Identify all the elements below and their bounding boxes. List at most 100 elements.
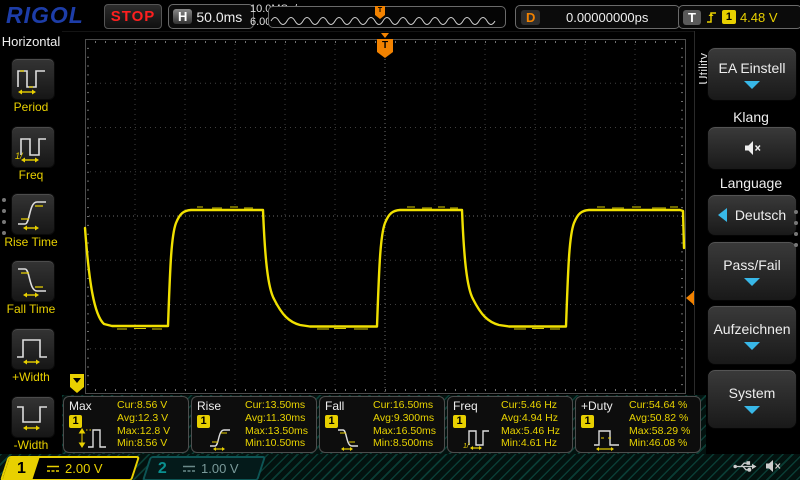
max-value: 12.8 V bbox=[139, 424, 171, 437]
min-label: Min: bbox=[629, 437, 649, 450]
fall-time-icon bbox=[18, 268, 46, 298]
freq-icon: 1/ bbox=[15, 138, 46, 163]
measure-label-neg-width: -Width bbox=[13, 438, 49, 452]
period-icon bbox=[17, 70, 45, 95]
speaker-muted-icon bbox=[744, 141, 761, 155]
measure-label-freq: Freq bbox=[18, 168, 44, 182]
measure-label-pos-width: +Width bbox=[12, 370, 50, 384]
max-measurement-icon bbox=[78, 428, 106, 448]
min-label: Min: bbox=[117, 437, 137, 450]
right-menu-scroll-indicator bbox=[794, 203, 798, 254]
trigger-source-badge: 1 bbox=[721, 10, 736, 24]
klang-label: Klang bbox=[733, 109, 769, 125]
measure-label-fall-time: Fall Time bbox=[6, 302, 56, 316]
system-button[interactable]: System bbox=[707, 369, 797, 429]
rigol-logo: RIGOL bbox=[6, 2, 84, 28]
language-button[interactable]: Deutsch bbox=[707, 194, 797, 236]
max-label: Max: bbox=[629, 424, 652, 437]
measurement-name: Freq bbox=[453, 399, 478, 413]
cur-value: 5.46 Hz bbox=[520, 399, 558, 411]
measurement-fall[interactable]: Fall 1 Cur:16.50ms Avg:9.300ms Max:16.50… bbox=[319, 396, 445, 453]
measure-item-neg-width[interactable] bbox=[11, 396, 55, 438]
channel-1-number: 1 bbox=[16, 460, 26, 477]
left-menu-title: Horizontal bbox=[1, 34, 61, 49]
measurement-values: Cur:54.64 % Avg:50.82 % Max:58.29 % Min:… bbox=[629, 399, 690, 450]
min-value: 10.50ms bbox=[264, 437, 306, 450]
max-label: Max: bbox=[501, 424, 524, 437]
cur-label: Cur: bbox=[245, 399, 265, 411]
dc-coupling-icon bbox=[183, 465, 195, 472]
max-value: 13.50ms bbox=[267, 424, 309, 437]
channel-1-tag[interactable]: 1 2.00 V bbox=[0, 456, 141, 480]
trigger-level-arrow-icon bbox=[686, 292, 693, 304]
minus-width-icon bbox=[17, 406, 47, 431]
measure-item-freq[interactable]: 1/ bbox=[11, 126, 55, 168]
select-left-arrow-icon bbox=[717, 208, 727, 222]
aufzeichnen-label: Aufzeichnen bbox=[713, 320, 791, 337]
delay-box[interactable]: D 0.00000000ps bbox=[515, 5, 680, 29]
plus-width-icon bbox=[17, 339, 47, 365]
rise-measurement-icon bbox=[210, 429, 230, 451]
measurement-max[interactable]: Max 1 Cur:8.56 V Avg:12.3 V Max:12.8 V M… bbox=[63, 396, 189, 453]
max-value: 16.50ms bbox=[395, 424, 437, 437]
measure-item-fall-time[interactable] bbox=[11, 260, 55, 302]
preview-trigger-marker[interactable]: T bbox=[375, 6, 385, 19]
measure-label-rise-time: Rise Time bbox=[4, 235, 58, 249]
svg-text:1/: 1/ bbox=[463, 443, 470, 450]
measure-item-rise-time[interactable] bbox=[11, 193, 55, 235]
min-value: 8.56 V bbox=[136, 437, 168, 450]
fall-measurement-icon bbox=[338, 429, 358, 451]
channel-badge: 1 bbox=[197, 415, 210, 428]
measurement-name: Rise bbox=[197, 399, 222, 413]
utility-menu: Utility EA Einstell Klang Language Deuts… bbox=[694, 31, 800, 455]
left-menu-scroll-indicator bbox=[2, 191, 6, 242]
measure-item-period[interactable] bbox=[11, 58, 55, 100]
measurement-name: Max bbox=[69, 399, 92, 413]
cur-value: 8.56 V bbox=[136, 399, 168, 411]
measure-label-period: Period bbox=[13, 100, 49, 114]
ch1-position-marker[interactable] bbox=[70, 374, 84, 393]
measurement-strip: Max 1 Cur:8.56 V Avg:12.3 V Max:12.8 V M… bbox=[62, 395, 706, 454]
top-status-bar: RIGOL STOP H 50.0ms 10.0MSa/s 6.00M pts … bbox=[0, 0, 800, 32]
min-value: 4.61 Hz bbox=[520, 437, 558, 450]
svg-text:1/: 1/ bbox=[15, 151, 24, 161]
timebase-value: 50.0ms bbox=[196, 8, 243, 25]
trigger-level-value: 4.48 V bbox=[739, 9, 778, 25]
ea-einstell-button[interactable]: EA Einstell bbox=[707, 47, 797, 101]
waveform-display[interactable]: T bbox=[72, 32, 692, 394]
min-label: Min: bbox=[373, 437, 393, 450]
klang-button[interactable] bbox=[707, 126, 797, 170]
system-label: System bbox=[728, 384, 776, 401]
trigger-position-marker[interactable]: T bbox=[377, 33, 393, 58]
min-label: Min: bbox=[501, 437, 521, 450]
aufzeichnen-button[interactable]: Aufzeichnen bbox=[707, 305, 797, 365]
cur-label: Cur: bbox=[501, 399, 521, 411]
measurement-rise[interactable]: Rise 1 Cur:13.50ms Avg:11.30ms Max:13.50… bbox=[191, 396, 317, 453]
channel-badge: 1 bbox=[453, 415, 466, 428]
avg-value: 12.3 V bbox=[137, 411, 169, 424]
max-value: 58.29 % bbox=[651, 424, 691, 437]
measurement-duty[interactable]: +Duty 1 Cur:54.64 % Avg:50.82 % Max:58.2… bbox=[575, 396, 701, 453]
avg-value: 9.300ms bbox=[393, 411, 435, 424]
freq-measurement-icon: 1/ bbox=[463, 430, 489, 450]
cur-label: Cur: bbox=[373, 399, 393, 411]
cur-value: 54.64 % bbox=[648, 399, 688, 411]
trigger-box[interactable]: T 1 4.48 V bbox=[678, 5, 800, 29]
run-state-badge[interactable]: STOP bbox=[104, 4, 162, 29]
measurement-name: Fall bbox=[325, 399, 345, 413]
channel-1-scale: 2.00 V bbox=[65, 461, 103, 476]
max-label: Max: bbox=[117, 424, 140, 437]
pass-fail-button[interactable]: Pass/Fail bbox=[707, 241, 797, 301]
min-label: Min: bbox=[245, 437, 265, 450]
waveform-preview-bar[interactable]: T bbox=[268, 6, 506, 28]
measurement-freq[interactable]: Freq 1 1/ Cur:5.46 Hz Avg:4.94 Hz Max:5.… bbox=[447, 396, 573, 453]
avg-label: Avg: bbox=[245, 411, 266, 424]
channel-2-tag[interactable]: 2 1.00 V bbox=[141, 456, 267, 480]
delay-value: 0.00000000ps bbox=[565, 9, 649, 25]
horizontal-scale-box[interactable]: H 50.0ms bbox=[168, 4, 254, 29]
channel-badge: 1 bbox=[581, 415, 594, 428]
channel-2-number: 2 bbox=[157, 459, 167, 477]
dc-coupling-icon bbox=[47, 465, 59, 472]
measure-item-pos-width[interactable] bbox=[11, 328, 55, 370]
